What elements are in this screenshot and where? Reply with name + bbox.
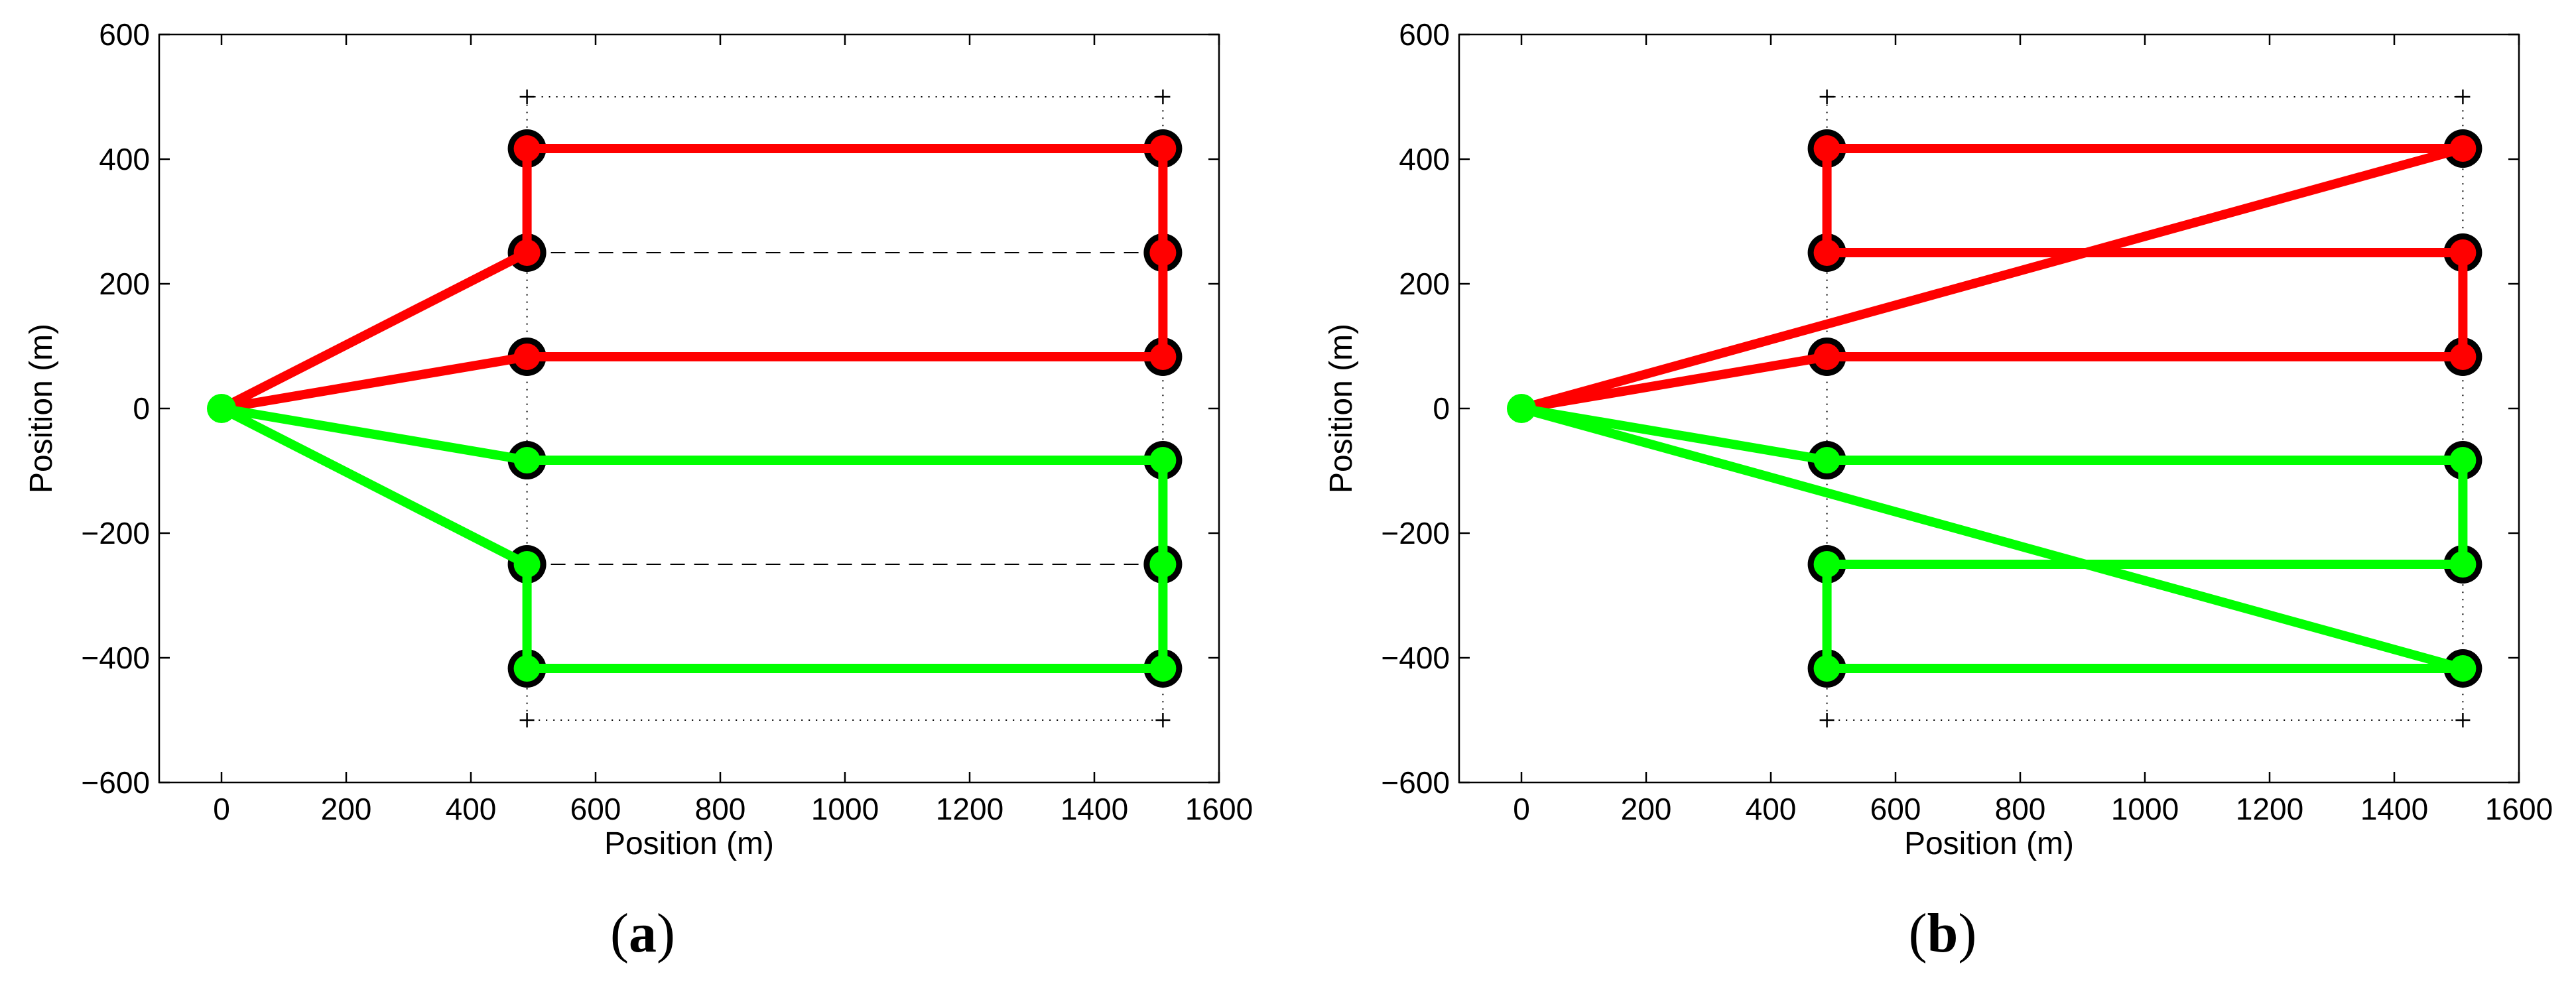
waypoint-dot bbox=[513, 135, 541, 162]
x-tick-label: 200 bbox=[1621, 792, 1672, 826]
waypoint-dot bbox=[2449, 135, 2477, 162]
x-tick-label: 1200 bbox=[936, 792, 1003, 826]
path-series-red bbox=[1517, 144, 2468, 413]
x-tick-label: 1600 bbox=[1185, 792, 1253, 826]
waypoint-dot bbox=[1813, 239, 1840, 266]
waypoint-dot bbox=[1813, 343, 1840, 370]
boundary-corner-marker bbox=[1819, 90, 1835, 104]
waypoint-dot bbox=[1149, 551, 1177, 578]
x-tick-label: 1600 bbox=[2485, 792, 2553, 826]
panel-a: 0 200 400 600 800 1000 1200 1400 1600 −600 −400 −20… bbox=[24, 17, 1253, 964]
x-tick-label: 400 bbox=[446, 792, 497, 826]
y-tick-label: −400 bbox=[1381, 641, 1450, 675]
x-axis-label: Position (m) bbox=[604, 826, 774, 861]
x-tick-label: 0 bbox=[1513, 792, 1530, 826]
path-series-red bbox=[217, 144, 1168, 413]
x-tick-label: 0 bbox=[213, 792, 230, 826]
y-axis-label: Position (m) bbox=[24, 324, 59, 493]
y-tick-label: 400 bbox=[1399, 142, 1450, 176]
boundary-corner-marker bbox=[2455, 713, 2471, 727]
y-tick-label: 600 bbox=[99, 17, 150, 52]
x-tick-label: 1200 bbox=[2236, 792, 2303, 826]
waypoint-dot bbox=[513, 343, 541, 370]
x-tick-label: 1000 bbox=[811, 792, 879, 826]
y-tick-label: 0 bbox=[133, 391, 150, 426]
area-boundary bbox=[1826, 96, 2464, 721]
x-tick-label: 1000 bbox=[2111, 792, 2179, 826]
y-tick-label: 400 bbox=[99, 142, 150, 176]
start-point bbox=[207, 394, 236, 423]
waypoint-dot bbox=[1149, 654, 1177, 682]
waypoint-dot bbox=[1149, 447, 1177, 474]
panel-label-open: ( bbox=[1909, 902, 1927, 964]
waypoint-dot bbox=[2449, 654, 2477, 682]
x-tick-label: 400 bbox=[1746, 792, 1797, 826]
waypoint-dot bbox=[1149, 343, 1177, 370]
x-tick-label: 800 bbox=[1995, 792, 2046, 826]
panel-label-close: ) bbox=[657, 902, 675, 964]
boundary-corner-marker bbox=[1155, 90, 1171, 104]
panel-label-open: ( bbox=[610, 902, 629, 964]
y-tick-label: 200 bbox=[99, 267, 150, 301]
y-axis-label: Position (m) bbox=[1324, 324, 1359, 493]
waypoint-dot bbox=[2449, 239, 2477, 266]
boundary-corner-marker bbox=[519, 713, 535, 727]
start-point bbox=[1507, 394, 1536, 423]
x-tick-label: 1400 bbox=[2360, 792, 2428, 826]
waypoint-dot bbox=[1813, 135, 1840, 162]
boundary-corner-marker bbox=[519, 90, 535, 104]
panel-label: (a) bbox=[610, 902, 675, 964]
y-tick-label: 200 bbox=[1399, 267, 1450, 301]
y-tick-label: 0 bbox=[1433, 391, 1450, 426]
boundary-corner-marker bbox=[1155, 713, 1171, 727]
y-tick-label: −600 bbox=[81, 765, 150, 800]
waypoint-dot bbox=[1813, 654, 1840, 682]
y-tick-label: 600 bbox=[1399, 17, 1450, 52]
waypoint-dot bbox=[1149, 135, 1177, 162]
panel-label-letter: a bbox=[629, 902, 657, 964]
waypoint-dot bbox=[513, 447, 541, 474]
waypoint-dot bbox=[1813, 447, 1840, 474]
x-tick-label: 800 bbox=[695, 792, 746, 826]
x-tick-label: 600 bbox=[1870, 792, 1921, 826]
x-tick-label: 200 bbox=[321, 792, 372, 826]
waypoint-dot bbox=[2449, 343, 2477, 370]
path-series-green bbox=[1517, 404, 2468, 673]
path-series-green bbox=[217, 404, 1168, 673]
y-tick-label: −400 bbox=[81, 641, 150, 675]
x-tick-label: 600 bbox=[570, 792, 621, 826]
waypoint-dot bbox=[513, 551, 541, 578]
boundary-corner-marker bbox=[1819, 713, 1835, 727]
waypoint-dot bbox=[1813, 551, 1840, 578]
x-axis-label: Position (m) bbox=[1904, 826, 2074, 861]
y-tick-label: −600 bbox=[1381, 765, 1450, 800]
y-tick-label: −200 bbox=[81, 516, 150, 550]
panel-label: (b) bbox=[1909, 902, 1977, 964]
waypoint-dot bbox=[513, 654, 541, 682]
panel-label-letter: b bbox=[1927, 902, 1959, 964]
waypoint-dot bbox=[2449, 551, 2477, 578]
waypoint-dot bbox=[513, 239, 541, 266]
y-tick-label: −200 bbox=[1381, 516, 1450, 550]
area-boundary bbox=[526, 96, 1164, 721]
panel-b: 0 200 400 600 800 1000 1200 1400 1600 −600 −400 −20… bbox=[1324, 17, 2553, 964]
panel-label-close: ) bbox=[1958, 902, 1976, 964]
x-tick-label: 1400 bbox=[1061, 792, 1128, 826]
waypoint-dot bbox=[2449, 447, 2477, 474]
boundary-corner-marker bbox=[2455, 90, 2471, 104]
waypoint-dot bbox=[1149, 239, 1177, 266]
